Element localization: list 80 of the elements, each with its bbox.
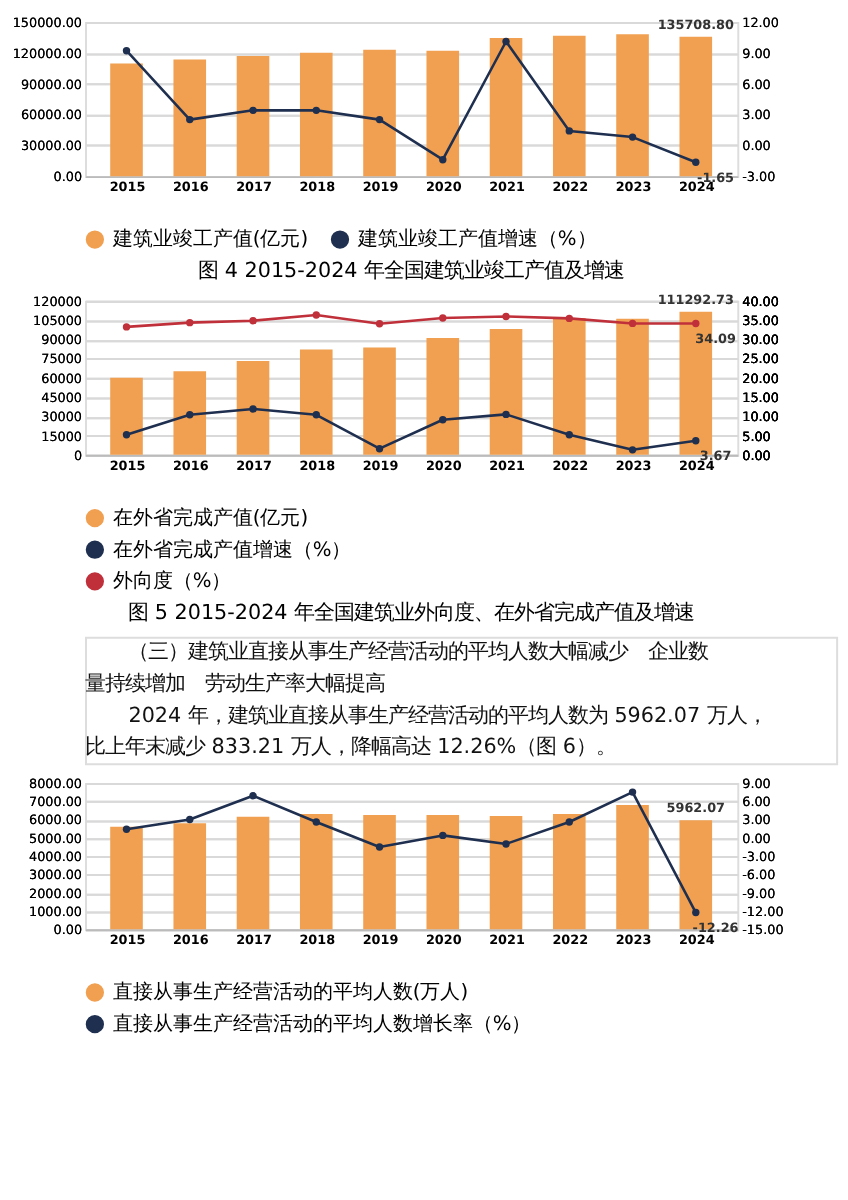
- point: [312, 818, 320, 826]
- legend-label: 直接从事生产经营活动的平均人数增长率（%）: [112, 1012, 532, 1037]
- point: [628, 446, 637, 454]
- point: [565, 818, 573, 826]
- point: [692, 437, 700, 445]
- bar: [552, 814, 586, 930]
- legend-label: 在外省完成产值增速（%）: [112, 537, 352, 562]
- point: [692, 319, 700, 328]
- text: 比上年末减少 833.21 万人，降幅高达 12.26%（图 6）。: [85, 735, 617, 760]
- legend-label: 建筑业竣工产值增速（%）: [355, 227, 597, 252]
- point: [375, 115, 384, 124]
- text: （三）建筑业直接从事生产经营活动的平均人数大幅减少 企业数: [128, 640, 709, 665]
- point: [375, 444, 384, 453]
- bar: [173, 59, 207, 177]
- bar: [173, 823, 207, 930]
- point: [439, 156, 447, 164]
- point: [692, 158, 700, 166]
- bar: [363, 814, 396, 930]
- point: [312, 411, 320, 419]
- point: [249, 317, 257, 325]
- point: [249, 106, 257, 115]
- point: [186, 815, 194, 824]
- point: [122, 431, 131, 439]
- bar: [299, 349, 333, 455]
- bar: [489, 37, 523, 177]
- point: [565, 127, 573, 135]
- point: [502, 312, 510, 321]
- point: [122, 323, 131, 331]
- point: [375, 843, 384, 851]
- legend-label: 建筑业竣工产值(亿元): [110, 227, 309, 252]
- point: [628, 133, 637, 141]
- bar: [299, 814, 333, 930]
- legend-label: 直接从事生产经营活动的平均人数(万人): [112, 980, 469, 1005]
- point: [628, 319, 637, 328]
- bar: [363, 347, 396, 455]
- bar: [110, 377, 143, 455]
- bar: [426, 814, 460, 930]
- point: [565, 314, 573, 323]
- text: 图 4 2015-2024 年全国建筑业竣工产值及增速: [198, 258, 625, 283]
- bar: [552, 35, 586, 177]
- bar: [299, 52, 333, 177]
- bar: [173, 371, 207, 455]
- point: [502, 410, 510, 419]
- bar: [552, 318, 586, 455]
- point: [628, 788, 637, 796]
- point: [186, 411, 194, 419]
- bar: [489, 815, 523, 930]
- point: [692, 908, 700, 917]
- point: [249, 405, 257, 413]
- point: [502, 37, 510, 46]
- bar: [426, 337, 460, 455]
- text: 2024 年，建筑业直接从事生产经营活动的平均人数为 5962.07 万人，: [128, 703, 767, 728]
- legend-label: 在外省完成产值(亿元): [112, 506, 309, 531]
- bar: [616, 805, 649, 930]
- bar: [110, 63, 143, 177]
- bar: [426, 50, 460, 177]
- point: [502, 840, 510, 848]
- bar: [616, 318, 649, 455]
- point: [249, 792, 257, 800]
- text: 图 5 2015-2024 年全国建筑业外向度、在外省完成产值及增速: [128, 600, 695, 625]
- point: [186, 318, 194, 327]
- bar: [489, 328, 523, 455]
- bar: [110, 826, 143, 930]
- bar: [236, 55, 270, 177]
- point: [122, 825, 131, 833]
- point: [312, 311, 320, 319]
- point: [122, 47, 131, 55]
- point: [375, 320, 384, 328]
- point: [312, 106, 320, 115]
- point: [439, 831, 447, 840]
- bar: [363, 49, 396, 177]
- point: [439, 314, 447, 322]
- bar: [236, 816, 270, 930]
- legend-label: 外向度（%）: [112, 569, 232, 594]
- point: [186, 115, 194, 124]
- point: [439, 416, 447, 424]
- text: 量持续增加 劳动生产率大幅提高: [85, 672, 385, 697]
- point: [565, 431, 573, 439]
- bar: [616, 34, 649, 177]
- bar: [236, 361, 270, 455]
